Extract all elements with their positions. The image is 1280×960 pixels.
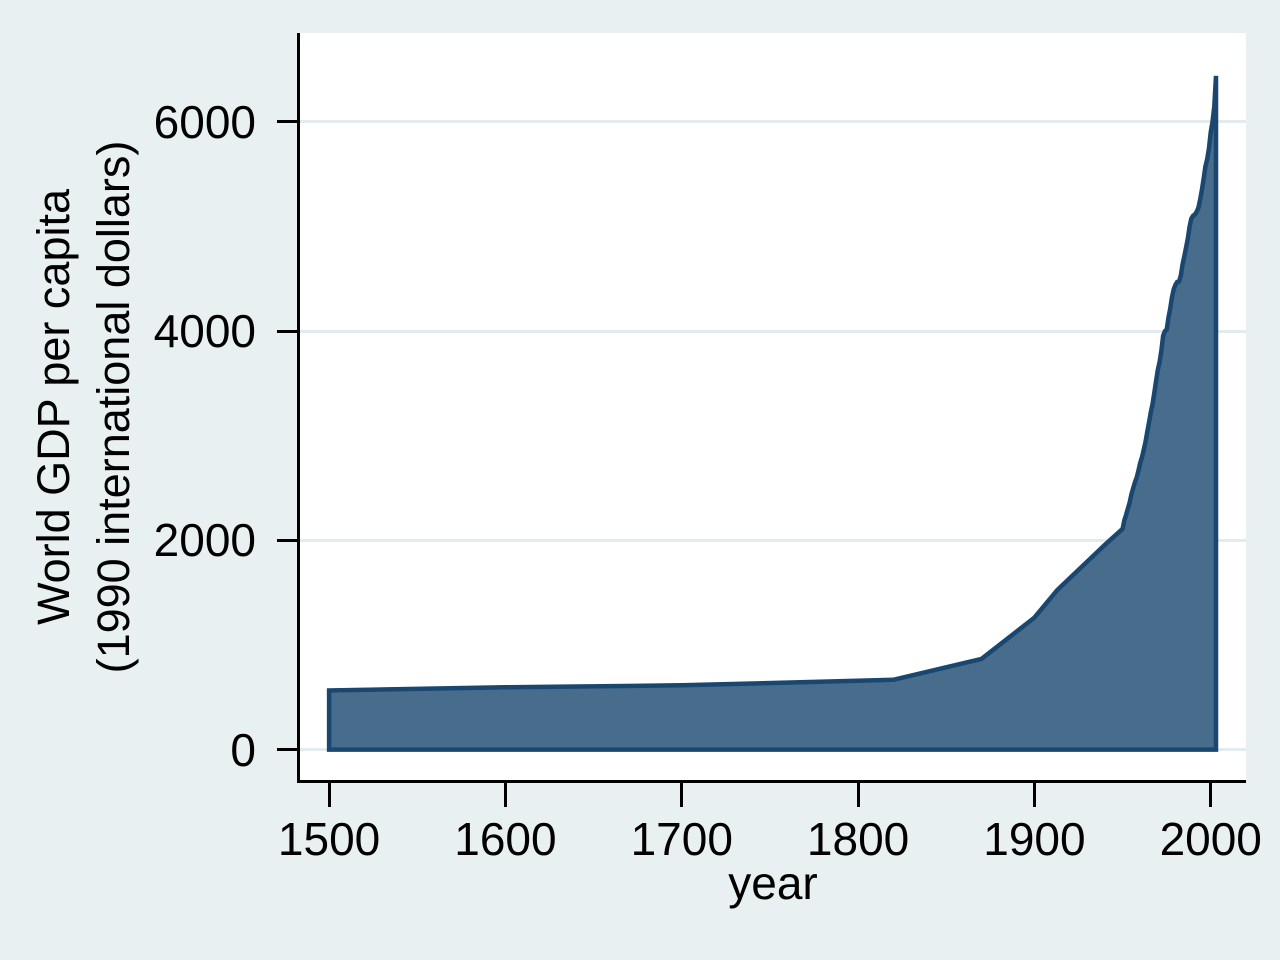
x-axis-tick [680, 783, 684, 807]
x-tick-label: 1700 [630, 813, 733, 865]
y-axis-tick [277, 329, 298, 333]
y-axis-tick [277, 120, 298, 124]
y-tick-label: 0 [230, 723, 256, 776]
x-axis-title: year [728, 857, 818, 909]
gdp-area-series [326, 75, 1219, 752]
x-tick-label: 2000 [1159, 813, 1262, 865]
y-tick-label: 2000 [153, 514, 256, 567]
y-axis-tick [277, 748, 298, 752]
gridline [300, 538, 1246, 542]
x-tick-label: 1800 [806, 813, 910, 865]
x-axis-tick [327, 783, 331, 807]
x-tick-label: 1900 [983, 813, 1086, 865]
x-tick-label: 1600 [454, 813, 557, 865]
y-axis-title-line2: (1990 international dollars) [88, 140, 139, 674]
gridline [300, 120, 1246, 124]
y-tick-label: 4000 [153, 305, 256, 358]
x-axis-tick [503, 783, 507, 807]
x-axis-tick [1032, 783, 1036, 807]
y-tick-label: 6000 [153, 95, 256, 148]
plot-area [300, 33, 1246, 781]
x-tick-label: 1500 [277, 813, 381, 865]
area-chart-canvas [326, 75, 1219, 752]
gridline [300, 329, 1246, 333]
y-axis-line [297, 33, 300, 783]
x-axis-tick [856, 783, 860, 807]
y-axis-tick [277, 538, 298, 542]
x-axis-line [297, 780, 1246, 783]
y-axis-title-line1: World GDP per capita [28, 188, 79, 626]
x-axis-tick [1209, 783, 1213, 807]
